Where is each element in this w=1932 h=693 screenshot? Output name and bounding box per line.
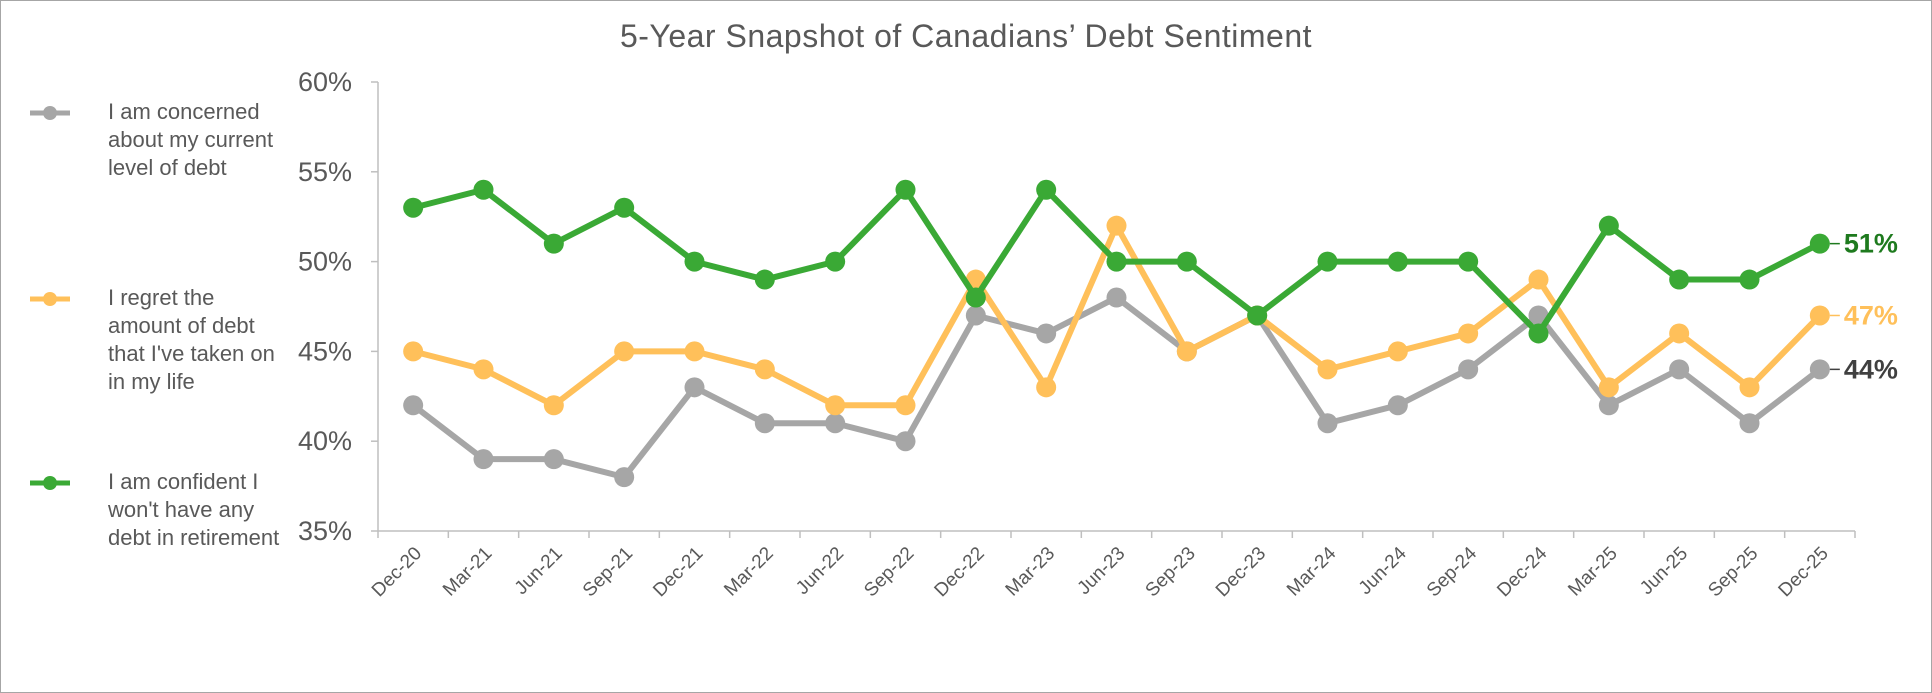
data-point-2 <box>543 233 564 254</box>
data-point-1 <box>1809 305 1830 326</box>
data-point-1 <box>473 359 494 380</box>
legend-marker-concerned <box>30 106 70 120</box>
data-point-2 <box>825 251 846 272</box>
data-point-0 <box>684 377 705 398</box>
data-point-1 <box>1387 341 1408 362</box>
x-tick-label: Mar-25 <box>1564 543 1621 600</box>
data-point-2 <box>473 179 494 200</box>
y-tick-label: 35% <box>298 516 352 546</box>
data-point-1 <box>1106 215 1127 236</box>
data-point-0 <box>1598 395 1619 416</box>
data-point-2 <box>1739 269 1760 290</box>
x-tick-label: Jun-25 <box>1636 543 1692 599</box>
data-point-0 <box>473 449 494 470</box>
legend-label-concerned: I am concerned about my current level of… <box>108 99 274 180</box>
legend-marker-regret <box>30 292 70 306</box>
data-point-0 <box>403 395 424 416</box>
data-point-2 <box>1598 215 1619 236</box>
data-point-2 <box>1528 323 1549 344</box>
data-point-2 <box>684 251 705 272</box>
data-point-0 <box>543 449 564 470</box>
y-tick-label: 55% <box>298 157 352 187</box>
data-point-2 <box>1036 179 1057 200</box>
x-tick-label: Dec-23 <box>1212 543 1270 601</box>
data-point-1 <box>1598 377 1619 398</box>
data-point-2 <box>614 197 635 218</box>
data-point-1 <box>1176 341 1197 362</box>
data-point-2 <box>754 269 775 290</box>
data-point-1 <box>1739 377 1760 398</box>
legend-label-regret: I regret the amount of debt that I've ta… <box>108 285 275 394</box>
data-point-1 <box>1458 323 1479 344</box>
x-tick-label: Dec-24 <box>1493 543 1551 601</box>
data-point-1 <box>825 395 846 416</box>
x-tick-label: Dec-21 <box>649 543 707 601</box>
x-tick-label: Dec-20 <box>368 543 426 601</box>
data-point-0 <box>825 413 846 434</box>
data-point-1 <box>1036 377 1057 398</box>
x-tick-label: Sep-23 <box>1142 543 1200 601</box>
data-point-2 <box>403 197 424 218</box>
legend-marker-confident <box>30 476 70 490</box>
x-tick-label: Jun-21 <box>511 543 567 599</box>
legend-label-confident: I am confident I won't have any debt in … <box>108 469 280 550</box>
data-point-1 <box>1528 269 1549 290</box>
x-tick-label: Sep-21 <box>579 543 637 601</box>
y-tick-label: 45% <box>298 336 352 366</box>
data-point-1 <box>684 341 705 362</box>
data-point-0 <box>1669 359 1690 380</box>
end-data-label-1: 47% <box>1844 300 1898 330</box>
data-point-1 <box>1669 323 1690 344</box>
y-tick-label: 40% <box>298 426 352 456</box>
data-point-0 <box>1387 395 1408 416</box>
data-point-0 <box>1458 359 1479 380</box>
end-data-label-2: 51% <box>1844 229 1898 259</box>
data-point-2 <box>1247 305 1268 326</box>
x-tick-label: Jun-22 <box>792 543 848 599</box>
data-point-0 <box>1317 413 1338 434</box>
data-point-2 <box>1809 233 1830 254</box>
data-point-1 <box>754 359 775 380</box>
data-point-2 <box>1106 251 1127 272</box>
data-point-0 <box>1739 413 1760 434</box>
x-tick-label: Dec-25 <box>1775 543 1833 601</box>
x-tick-label: Mar-21 <box>439 543 496 600</box>
y-tick-label: 50% <box>298 247 352 277</box>
data-point-0 <box>895 431 916 452</box>
data-point-1 <box>543 395 564 416</box>
x-tick-label: Sep-24 <box>1423 543 1481 601</box>
x-tick-label: Sep-25 <box>1704 543 1762 601</box>
data-point-2 <box>895 179 916 200</box>
data-point-2 <box>1458 251 1479 272</box>
data-point-1 <box>895 395 916 416</box>
y-tick-label: 60% <box>298 67 352 97</box>
x-tick-label: Sep-22 <box>860 543 918 601</box>
end-data-label-0: 44% <box>1844 354 1898 384</box>
data-point-1 <box>403 341 424 362</box>
data-point-0 <box>754 413 775 434</box>
data-point-0 <box>965 305 986 326</box>
data-point-2 <box>1669 269 1690 290</box>
x-tick-label: Mar-23 <box>1002 543 1059 600</box>
data-point-1 <box>614 341 635 362</box>
data-point-0 <box>614 467 635 488</box>
x-tick-label: Mar-22 <box>720 543 777 600</box>
data-point-0 <box>1106 287 1127 308</box>
x-tick-label: Dec-22 <box>931 543 989 601</box>
data-point-2 <box>1317 251 1338 272</box>
data-point-2 <box>965 287 986 308</box>
chart-title: 5-Year Snapshot of Canadians’ Debt Senti… <box>619 18 1313 54</box>
x-tick-label: Jun-24 <box>1355 543 1411 599</box>
x-tick-label: Jun-23 <box>1074 543 1130 599</box>
data-point-0 <box>1809 359 1830 380</box>
data-point-1 <box>1317 359 1338 380</box>
data-point-2 <box>1176 251 1197 272</box>
data-point-0 <box>1036 323 1057 344</box>
data-point-2 <box>1387 251 1408 272</box>
x-tick-label: Mar-24 <box>1283 543 1341 601</box>
